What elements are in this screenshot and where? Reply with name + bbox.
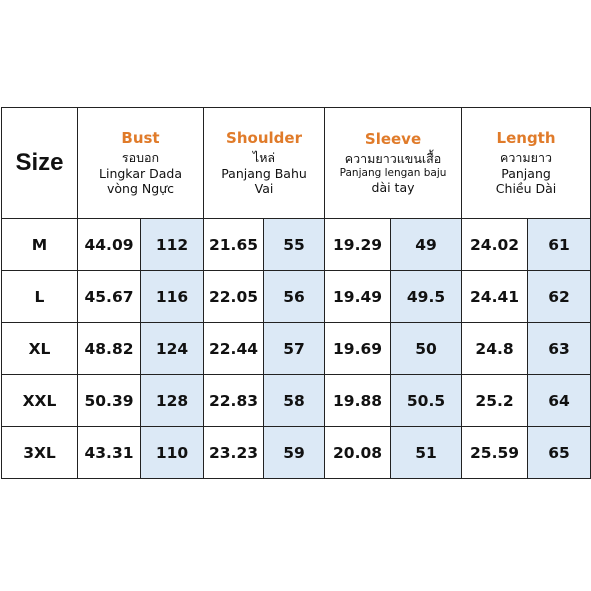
length-line-2: Panjang [501, 165, 551, 181]
size-cell: XL [1, 322, 78, 375]
table-row: XXL 50.39 128 22.83 58 19.88 50.5 25.2 6… [1, 374, 591, 427]
length-inch-cell: 24.02 [461, 218, 529, 271]
size-cell: XXL [1, 374, 78, 427]
bust-cm-cell: 110 [140, 426, 204, 479]
bust-cm-cell: 112 [140, 218, 204, 271]
sleeve-inch-cell: 20.08 [324, 426, 392, 479]
bust-title: Bust [121, 129, 160, 148]
table-row: L 45.67 116 22.05 56 19.49 49.5 24.41 62 [1, 270, 591, 323]
table-row: M 44.09 112 21.65 55 19.29 49 24.02 61 [1, 218, 591, 271]
sleeve-cm-cell: 51 [390, 426, 463, 479]
sleeve-inch-cell: 19.29 [324, 218, 392, 271]
bust-cm-cell: 128 [140, 374, 204, 427]
bust-inch-cell: 50.39 [77, 374, 141, 427]
bust-inch-cell: 48.82 [77, 322, 141, 375]
length-header: Length ความยาว Panjang Chiều Dài [461, 107, 591, 219]
shoulder-cm-cell: 57 [262, 322, 326, 375]
length-line-3: Chiều Dài [495, 181, 557, 197]
length-line-1: ความยาว [500, 149, 553, 165]
shoulder-inch-cell: 21.65 [203, 218, 264, 271]
bust-line-3: vòng Ngực [107, 181, 174, 197]
size-chart-table: Size Bust รอบอก Lingkar Dada vòng Ngực S… [1, 107, 591, 479]
bust-inch-cell: 43.31 [77, 426, 141, 479]
size-cell: M [1, 218, 78, 271]
size-cell: L [1, 270, 78, 323]
table-row: 3XL 43.31 110 23.23 59 20.08 51 25.59 65 [1, 426, 591, 479]
length-cm-cell: 64 [527, 374, 591, 427]
length-cm-cell: 63 [527, 322, 591, 375]
sleeve-cm-cell: 50 [390, 322, 463, 375]
sleeve-inch-cell: 19.88 [324, 374, 392, 427]
bust-cm-cell: 124 [140, 322, 204, 375]
shoulder-line-3: Vai [254, 181, 274, 197]
header-row: Size Bust รอบอก Lingkar Dada vòng Ngực S… [1, 107, 591, 219]
bust-cm-cell: 116 [140, 270, 204, 323]
length-inch-cell: 24.41 [461, 270, 529, 323]
sleeve-header: Sleeve ความยาวแขนเสื้อ Panjang lengan ba… [324, 107, 463, 219]
shoulder-line-2: Panjang Bahu [221, 165, 307, 181]
shoulder-inch-cell: 22.83 [203, 374, 264, 427]
bust-inch-cell: 44.09 [77, 218, 141, 271]
length-cm-cell: 62 [527, 270, 591, 323]
shoulder-inch-cell: 22.05 [203, 270, 264, 323]
bust-inch-cell: 45.67 [77, 270, 141, 323]
size-column-header: Size [1, 107, 78, 219]
sleeve-cm-cell: 49.5 [390, 270, 463, 323]
shoulder-cm-cell: 59 [262, 426, 326, 479]
sleeve-line-1: ความยาวแขนเสื้อ [344, 151, 442, 167]
sleeve-title: Sleeve [364, 130, 422, 149]
length-cm-cell: 65 [527, 426, 591, 479]
sleeve-inch-cell: 19.49 [324, 270, 392, 323]
shoulder-cm-cell: 56 [262, 270, 326, 323]
sleeve-line-2: Panjang lengan baju [339, 166, 447, 179]
bust-line-2: Lingkar Dada [99, 165, 182, 181]
length-inch-cell: 25.2 [461, 374, 529, 427]
shoulder-inch-cell: 23.23 [203, 426, 264, 479]
sleeve-inch-cell: 19.69 [324, 322, 392, 375]
length-inch-cell: 25.59 [461, 426, 529, 479]
sleeve-cm-cell: 49 [390, 218, 463, 271]
shoulder-line-1: ไหล่ [252, 149, 276, 165]
shoulder-title: Shoulder [226, 129, 302, 148]
table-row: XL 48.82 124 22.44 57 19.69 50 24.8 63 [1, 322, 591, 375]
shoulder-cm-cell: 58 [262, 374, 326, 427]
length-title: Length [496, 129, 556, 148]
sleeve-cm-cell: 50.5 [390, 374, 463, 427]
length-cm-cell: 61 [527, 218, 591, 271]
shoulder-header: Shoulder ไหล่ Panjang Bahu Vai [202, 107, 326, 219]
shoulder-inch-cell: 22.44 [203, 322, 264, 375]
bust-header: Bust รอบอก Lingkar Dada vòng Ngực [77, 107, 204, 219]
length-inch-cell: 24.8 [461, 322, 529, 375]
sleeve-line-3: dài tay [371, 179, 415, 195]
shoulder-cm-cell: 55 [262, 218, 326, 271]
size-cell: 3XL [1, 426, 78, 479]
bust-line-1: รอบอก [121, 149, 160, 165]
